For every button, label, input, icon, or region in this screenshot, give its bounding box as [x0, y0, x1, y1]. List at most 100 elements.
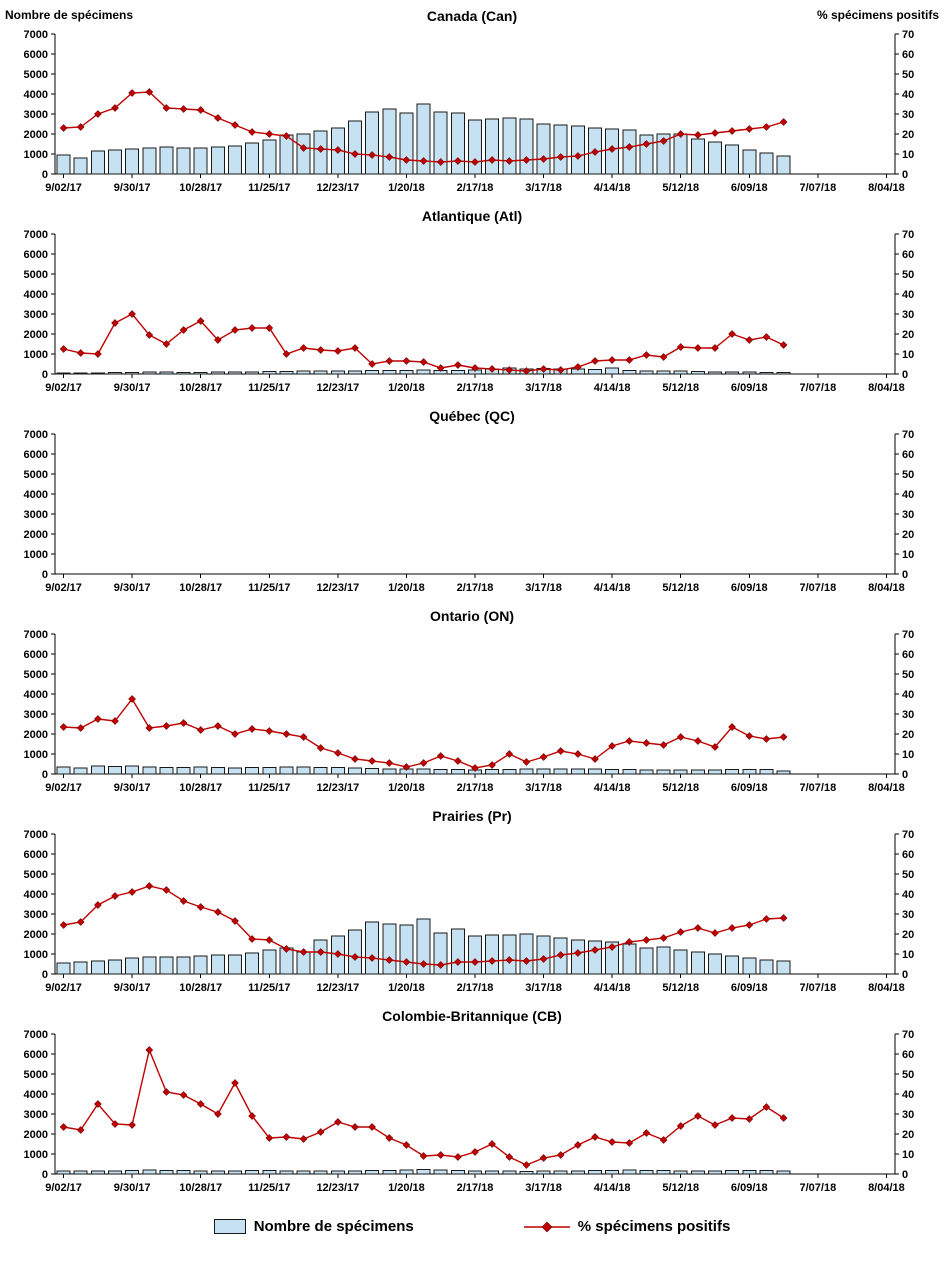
svg-text:7000: 7000: [24, 1029, 48, 1041]
chart-title-colombie-britannique: Colombie-Britannique (CB): [382, 1008, 562, 1024]
specimen-bars: [56, 918, 791, 975]
specimen-bars: [56, 765, 791, 775]
svg-text:9/02/17: 9/02/17: [45, 382, 82, 394]
svg-text:12/23/17: 12/23/17: [316, 182, 359, 194]
svg-text:7000: 7000: [24, 229, 48, 241]
svg-text:40: 40: [902, 1089, 914, 1101]
svg-text:4/14/18: 4/14/18: [594, 982, 631, 994]
svg-text:60: 60: [902, 849, 914, 861]
svg-text:70: 70: [902, 629, 914, 641]
svg-text:5/12/18: 5/12/18: [662, 982, 699, 994]
chart-title-canada: Canada (Can): [426, 8, 518, 24]
svg-text:5/12/18: 5/12/18: [662, 1182, 699, 1194]
svg-text:9/02/17: 9/02/17: [45, 582, 82, 594]
svg-text:60: 60: [902, 249, 914, 261]
svg-text:70: 70: [902, 229, 914, 241]
svg-text:20: 20: [902, 529, 914, 541]
svg-text:30: 30: [902, 509, 914, 521]
svg-text:2/17/18: 2/17/18: [457, 1182, 494, 1194]
svg-text:0: 0: [902, 769, 908, 781]
svg-text:40: 40: [902, 889, 914, 901]
svg-text:3000: 3000: [24, 1109, 48, 1121]
svg-text:1/20/18: 1/20/18: [388, 182, 425, 194]
chart-ontario: Ontario (ON) 0 1000 2000 3000 4000 5000 6000 70…: [0, 606, 944, 804]
axes: 0 1000 2000 3000 4000 5000 6000 7000 0 10 20 30 40 50…: [24, 29, 915, 194]
positivity-markers: [59, 310, 788, 375]
svg-text:50: 50: [902, 69, 914, 81]
svg-text:11/25/17: 11/25/17: [248, 582, 290, 594]
atlantique-chart-plot: 0 1000 2000 3000 4000 5000 6000 7000 0 10 20 30 40 50…: [24, 229, 915, 394]
svg-text:6000: 6000: [24, 849, 48, 861]
svg-text:5/12/18: 5/12/18: [662, 382, 699, 394]
svg-text:20: 20: [902, 1129, 914, 1141]
surveillance-report-page: Nombre de spécimens Canada (Can) % spéci…: [0, 6, 944, 1249]
svg-text:40: 40: [902, 489, 914, 501]
chart-atlantique-header: Atlantique (Atl): [0, 206, 944, 228]
legend-item-specimens: Nombre de spécimens: [213, 1218, 414, 1235]
svg-text:4/14/18: 4/14/18: [594, 582, 631, 594]
svg-text:12/23/17: 12/23/17: [316, 1182, 359, 1194]
svg-text:50: 50: [902, 269, 914, 281]
svg-text:0: 0: [42, 969, 48, 981]
svg-text:1/20/18: 1/20/18: [388, 1182, 425, 1194]
svg-text:8/04/18: 8/04/18: [868, 982, 905, 994]
svg-text:60: 60: [902, 649, 914, 661]
svg-text:4000: 4000: [24, 289, 48, 301]
svg-text:4000: 4000: [24, 689, 48, 701]
svg-text:20: 20: [902, 129, 914, 141]
svg-text:0: 0: [902, 969, 908, 981]
svg-text:9/02/17: 9/02/17: [45, 782, 82, 794]
chart-legend: Nombre de spécimens % spécimens positifs: [0, 1204, 944, 1249]
svg-text:2000: 2000: [24, 129, 48, 141]
svg-text:4000: 4000: [24, 1089, 48, 1101]
svg-text:40: 40: [902, 689, 914, 701]
svg-text:1000: 1000: [24, 349, 48, 361]
chart-colombie-britannique: Colombie-Britannique (CB) 0 1000 2000 3000 4…: [0, 1006, 944, 1204]
svg-text:9/30/17: 9/30/17: [114, 1182, 151, 1194]
svg-text:10: 10: [902, 749, 914, 761]
positivity-legend-label: % spécimens positifs: [577, 1218, 731, 1235]
svg-text:6/09/18: 6/09/18: [731, 382, 768, 394]
svg-text:0: 0: [902, 369, 908, 381]
positivity-line: [63, 1047, 784, 1166]
chart-title-ontario: Ontario (ON): [430, 608, 514, 624]
svg-text:9/30/17: 9/30/17: [114, 182, 151, 194]
svg-text:6000: 6000: [24, 649, 48, 661]
colombie-britannique-chart-plot: 0 1000 2000 3000 4000 5000 6000 7000 0 10 20 30 40 50…: [24, 1029, 915, 1194]
svg-text:7/07/18: 7/07/18: [800, 982, 837, 994]
svg-text:10: 10: [902, 349, 914, 361]
svg-text:8/04/18: 8/04/18: [868, 1182, 905, 1194]
positivity-line: [63, 697, 784, 769]
svg-text:2000: 2000: [24, 1129, 48, 1141]
svg-text:2000: 2000: [24, 929, 48, 941]
chart-canada-header: Nombre de spécimens Canada (Can) % spéci…: [0, 6, 944, 28]
svg-text:7000: 7000: [24, 829, 48, 841]
svg-text:30: 30: [902, 109, 914, 121]
svg-text:30: 30: [902, 309, 914, 321]
svg-text:5000: 5000: [24, 469, 48, 481]
svg-text:0: 0: [42, 169, 48, 181]
svg-text:5000: 5000: [24, 669, 48, 681]
svg-text:10/28/17: 10/28/17: [179, 782, 222, 794]
svg-text:6000: 6000: [24, 49, 48, 61]
svg-text:5/12/18: 5/12/18: [662, 182, 699, 194]
svg-text:60: 60: [902, 1049, 914, 1061]
svg-text:9/30/17: 9/30/17: [114, 582, 151, 594]
svg-text:30: 30: [902, 1109, 914, 1121]
svg-text:10/28/17: 10/28/17: [179, 982, 222, 994]
svg-text:0: 0: [42, 1169, 48, 1181]
svg-text:4/14/18: 4/14/18: [594, 782, 631, 794]
svg-text:7/07/18: 7/07/18: [800, 782, 837, 794]
svg-text:1/20/18: 1/20/18: [388, 782, 425, 794]
svg-text:6000: 6000: [24, 1049, 48, 1061]
svg-text:1/20/18: 1/20/18: [388, 582, 425, 594]
svg-text:6/09/18: 6/09/18: [731, 982, 768, 994]
svg-text:3000: 3000: [24, 109, 48, 121]
svg-text:5000: 5000: [24, 69, 48, 81]
svg-text:50: 50: [902, 869, 914, 881]
svg-text:10/28/17: 10/28/17: [179, 382, 222, 394]
svg-text:1000: 1000: [24, 1149, 48, 1161]
chart-title-atlantique: Atlantique (Atl): [421, 208, 523, 224]
svg-text:9/02/17: 9/02/17: [45, 982, 82, 994]
axes: 0 1000 2000 3000 4000 5000 6000 7000 0 10 20 30 40 50…: [24, 629, 915, 794]
